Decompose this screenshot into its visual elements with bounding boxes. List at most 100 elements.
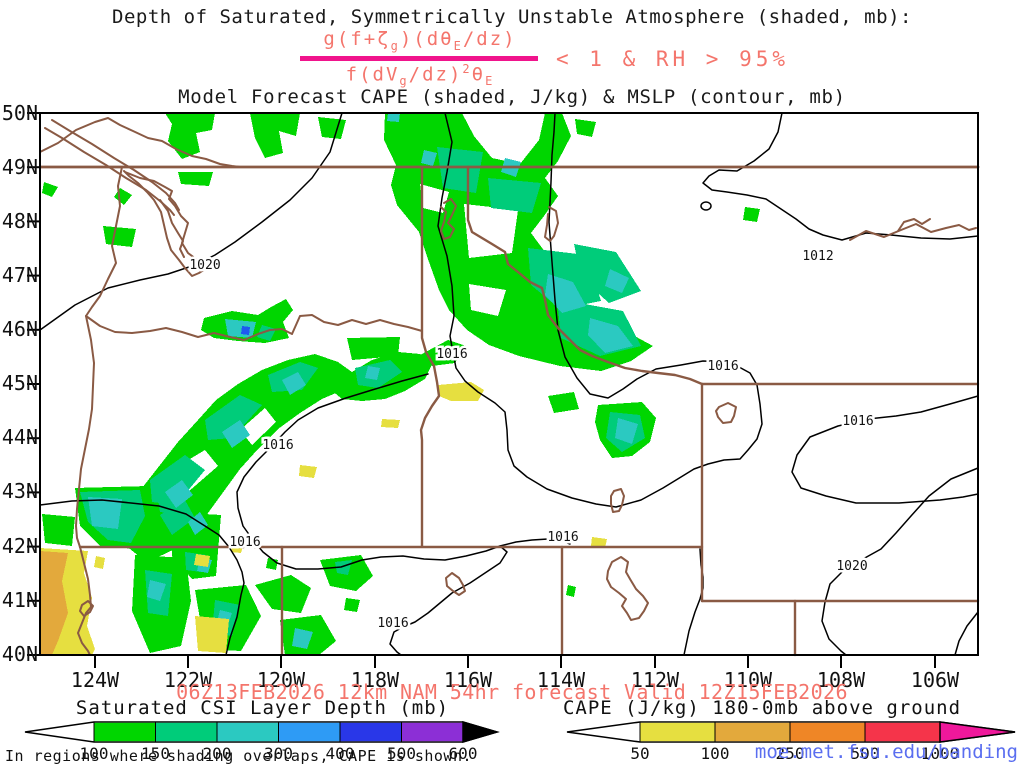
lon-label: 122W (164, 668, 213, 692)
lat-label: 47N (2, 263, 38, 287)
contour-label: 1016 (842, 414, 873, 429)
cape-tick: 250 (776, 744, 805, 763)
cape-swatch-250-500 (790, 722, 865, 742)
lake-pend-oreille (440, 198, 457, 240)
lat-label: 42N (2, 534, 38, 558)
cape-tick: 50 (630, 744, 649, 763)
columbia-river (85, 314, 423, 341)
lat-label: 50N (2, 101, 38, 125)
subscript-g: g (390, 38, 400, 53)
contour-label: 1016 (547, 530, 578, 545)
flathead-lake (544, 206, 559, 242)
wa-id-or-id-border (419, 165, 441, 548)
latitude-axis: 50N 49N 48N 47N 46N 45N 44N 43N 42N 41N … (2, 101, 38, 666)
superscript-2: 2 (462, 62, 472, 76)
contour-label: 1020 (189, 258, 220, 273)
cape-swatch-50-100 (640, 722, 715, 742)
cape-legend-title: CAPE (J/kg) 180-0mb above ground (562, 697, 962, 719)
csi-tick: 150 (141, 744, 170, 763)
csi-tick: 600 (449, 744, 478, 763)
missouri-river-branch (897, 218, 931, 232)
lon-label: 108W (817, 668, 866, 692)
lat-label: 40N (2, 642, 38, 666)
fraction-bar (300, 56, 538, 61)
humboldt-bay (79, 600, 94, 617)
theta-symbol: θ (440, 28, 454, 50)
lon-label: 110W (724, 668, 773, 692)
cape-over-arrow (939, 721, 1016, 743)
cape-swatch-100-250 (715, 722, 790, 742)
cape-colorbar-ticks: 50 100 250 500 1000 (630, 744, 959, 763)
formula-den-part: f(dV (345, 63, 400, 86)
contour-label: 1016 (436, 347, 467, 362)
lat-label: 46N (2, 317, 38, 341)
source-url[interactable]: moe.met.fsu.edu/banding (754, 741, 1018, 763)
cape-colorbar: 50 100 250 500 1000 (566, 721, 1016, 763)
contour-label: 1016 (377, 616, 408, 631)
puget-inlet (159, 199, 185, 258)
overlap-footnote: In regions where shading overlaps, CAPE … (5, 747, 473, 765)
wa-coast (85, 166, 123, 317)
contour-label: 1016 (229, 535, 260, 550)
csi-swatch-400-500 (340, 722, 402, 742)
california-coast (77, 546, 92, 656)
title-line-1: Depth of Saturated, Symmetrically Unstab… (112, 6, 912, 28)
title-line-2: Model Forecast CAPE (shaded, J/kg) & MSL… (178, 86, 846, 108)
lat-label: 45N (2, 371, 38, 395)
formula-num-part: /dz) (462, 28, 517, 50)
lat-label: 43N (2, 479, 38, 503)
csi-colorbar-ticks: 100 150 200 300 400 500 600 (80, 744, 478, 763)
csi-tick: 400 (326, 744, 355, 763)
puget-sound (123, 170, 206, 277)
csi-legend-title: Saturated CSI Layer Depth (mb) (75, 697, 450, 719)
formula-num-part: )(d (399, 28, 441, 50)
vancouver-island (44, 127, 175, 216)
lon-label: 112W (631, 668, 680, 692)
yellowstone-lake (715, 402, 737, 424)
lon-label: 118W (351, 668, 400, 692)
cape-tick: 500 (851, 744, 880, 763)
lat-label: 49N (2, 155, 38, 179)
bc-coast (39, 117, 241, 168)
forecast-valid-line: 06Z13FEB2026 12km NAM 54hr forecast Vali… (176, 680, 848, 704)
contour-label-group: 1020 1016 1012 1016 1016 1016 1016 1016 … (187, 247, 876, 634)
csi-swatch-500-600 (401, 722, 463, 742)
lon-label: 120W (257, 668, 306, 692)
zeta-symbol: ζ (377, 28, 391, 50)
vancouver-island (51, 119, 180, 211)
contour-label: 1012 (802, 249, 833, 264)
formula-num-part: g(f+ (323, 28, 378, 50)
oregon-coast (75, 315, 95, 548)
csi-swatch-300-400 (278, 722, 340, 742)
csi-colorbar: 100 150 200 300 400 500 600 (24, 720, 500, 763)
csi-tick: 100 (80, 744, 109, 763)
csi-swatch-200-300 (217, 722, 279, 742)
lat-label: 44N (2, 425, 38, 449)
great-salt-lake (606, 556, 649, 621)
formula-den-part: /dz) (408, 63, 463, 86)
missouri-river (849, 223, 977, 241)
subscript-e: E (453, 38, 463, 53)
csi-tick: 300 (264, 744, 293, 763)
csi-swatch-150-200 (155, 722, 217, 742)
contour-label: 1020 (836, 559, 867, 574)
csi-tick: 500 (387, 744, 416, 763)
theta-symbol: θ (471, 63, 486, 86)
formula-denominator: f(dVg/dz)2θE (0, 62, 840, 88)
geography-borders-coastlines (38, 117, 980, 657)
axis-ticks (27, 112, 936, 668)
csi-tick: 200 (203, 744, 232, 763)
formula-numerator: g(f+ζg)(dθE/dz) (0, 28, 840, 53)
contour-label: 1016 (707, 359, 738, 374)
bear-lake (610, 488, 625, 513)
cape-tick: 1000 (921, 744, 960, 763)
cape-swatch-500-1000 (865, 722, 940, 742)
id-mt-border (466, 165, 704, 386)
lat-label: 41N (2, 588, 38, 612)
lon-label: 124W (71, 668, 120, 692)
contour-label: 1016 (262, 438, 293, 453)
subscript-e: E (485, 74, 495, 89)
formula-condition: < 1 & RH > 95% (556, 47, 790, 71)
